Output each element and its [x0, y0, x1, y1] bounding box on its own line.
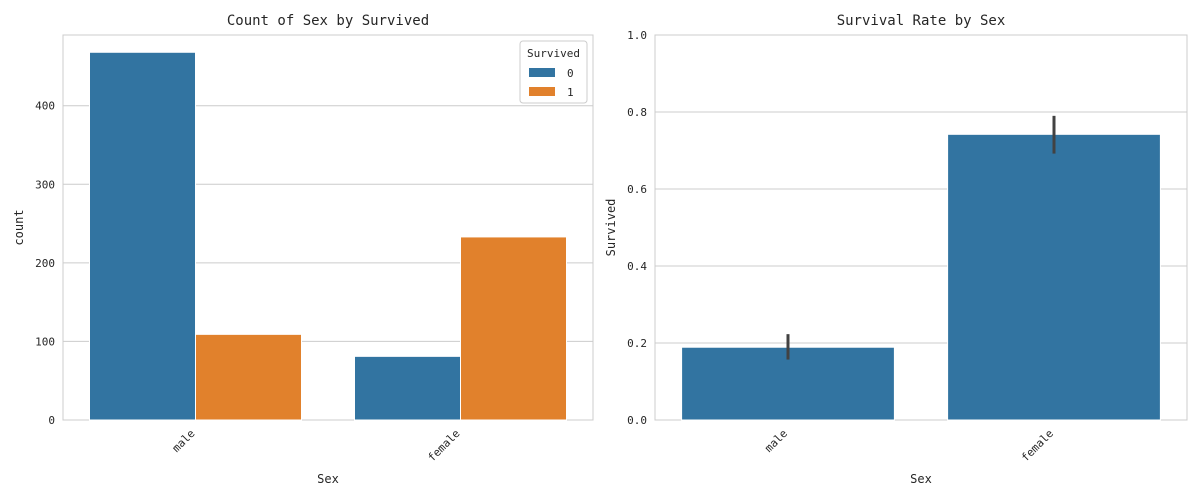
x-tick-label: male: [170, 427, 198, 455]
chart-survival-rate: 0.0 0.2 0.4 0.6 0.8 1.0 male female Survival R…: [604, 13, 1188, 486]
y-tick-label: 0: [48, 414, 55, 427]
bar: [947, 133, 1161, 421]
legend-swatch-1: [529, 87, 555, 96]
bar: [195, 333, 302, 421]
legend-label-1: 1: [567, 86, 574, 99]
legend-swatch-0: [529, 68, 555, 77]
x-tick-label: female: [1019, 427, 1056, 464]
y-tick-label: 0.6: [627, 183, 647, 196]
y-tick-label: 200: [35, 257, 55, 270]
y-tick-label: 100: [35, 335, 55, 348]
y-tick-label: 0.4: [627, 260, 647, 273]
bar: [460, 236, 567, 421]
chart-title: Count of Sex by Survived: [227, 13, 429, 29]
x-tick-label: male: [762, 427, 790, 455]
x-axis-label: Sex: [317, 472, 339, 486]
x-axis-label: Sex: [910, 472, 932, 486]
legend-title: Survived: [527, 47, 580, 60]
chart-title: Survival Rate by Sex: [837, 13, 1006, 29]
y-tick-label: 0.0: [627, 414, 647, 427]
legend-label-0: 0: [567, 67, 574, 80]
y-axis-label: Survived: [604, 199, 618, 257]
bar: [89, 51, 196, 421]
y-tick-label: 400: [35, 100, 55, 113]
legend: Survived 0 1: [519, 40, 588, 104]
chart-count-by-sex: 0 100 200 300 400 male female Count of Sex by…: [12, 13, 594, 486]
y-tick-label: 1.0: [627, 29, 647, 42]
y-tick-label: 0.8: [627, 106, 647, 119]
y-tick-label: 0.2: [627, 337, 647, 350]
bar: [354, 355, 461, 421]
y-tick-label: 300: [35, 178, 55, 191]
x-tick-label: female: [425, 427, 462, 464]
y-axis-label: count: [12, 209, 26, 245]
